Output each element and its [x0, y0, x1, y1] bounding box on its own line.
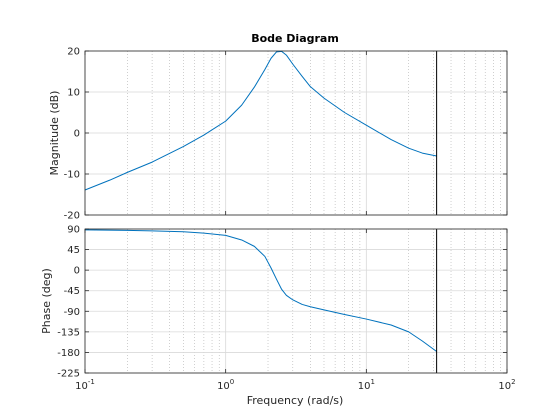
phase-y-tick-label: 90: [67, 225, 80, 236]
x-axis-label: Frequency (rad/s): [247, 394, 344, 407]
magnitude-series: [84, 50, 437, 191]
phase-y-tick-label: -180: [57, 348, 80, 359]
phase-y-tick-label: -90: [64, 307, 80, 318]
phase-series-line: [84, 229, 437, 352]
phase-axes: -225 -180 -135 -90 -45 0 45 90 Phase (deg): [40, 225, 508, 380]
magnitude-y-tick-label: -10: [64, 170, 80, 181]
phase-ticks: -225 -180 -135 -90 -45 0 45 90: [57, 225, 508, 380]
phase-y-tick-label: 45: [67, 245, 80, 256]
magnitude-series-line: [84, 50, 437, 191]
x-tick-labels: 10-1 100 101 102: [75, 378, 515, 392]
x-tick-label: 10-1: [75, 378, 95, 392]
chart-title: Bode Diagram: [251, 32, 339, 45]
x-tick-label: 102: [498, 378, 515, 392]
phase-y-tick-label: -45: [64, 286, 80, 297]
phase-y-axis-label: Phase (deg): [40, 268, 53, 334]
magnitude-axes: -20 -10 0 10 20 Magnitude (dB): [48, 47, 508, 222]
magnitude-y-tick-label: 20: [67, 47, 80, 58]
x-tick-label: 101: [358, 378, 375, 392]
phase-axes-frame: [84, 228, 508, 374]
magnitude-y-tick-label: 0: [74, 129, 80, 140]
phase-y-tick-label: -225: [57, 369, 80, 380]
x-tick-label: 100: [217, 378, 234, 392]
magnitude-ticks: -20 -10 0 10 20: [64, 47, 508, 222]
magnitude-y-tick-label: -20: [64, 211, 80, 222]
phase-series: [84, 229, 437, 352]
magnitude-y-axis-label: Magnitude (dB): [48, 91, 61, 176]
magnitude-y-tick-label: 10: [67, 88, 80, 99]
phase-y-tick-label: -135: [57, 327, 80, 338]
phase-y-tick-label: 0: [74, 266, 80, 277]
